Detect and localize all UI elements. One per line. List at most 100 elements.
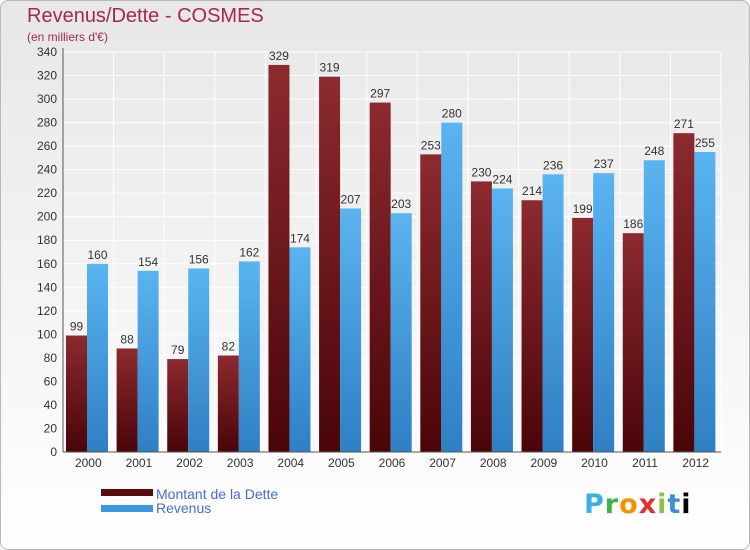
y-tick-label: 200	[37, 210, 57, 224]
bar-revenus	[643, 160, 665, 452]
y-tick-label: 40	[44, 398, 58, 412]
value-label: 162	[239, 245, 259, 259]
value-label: 271	[674, 117, 694, 131]
bar-dette	[572, 217, 594, 452]
logo-letter: i	[657, 489, 668, 520]
value-label: 329	[269, 49, 289, 63]
y-tick-label: 320	[37, 69, 57, 83]
value-label: 174	[290, 231, 310, 245]
x-tick-label: 2011	[632, 456, 658, 470]
value-label: 88	[120, 332, 134, 346]
legend-label-dette: Montant de la Dette	[156, 486, 279, 502]
bar-revenus	[238, 261, 260, 452]
value-label: 297	[370, 87, 390, 101]
legend-swatch-dette	[101, 489, 153, 496]
value-label: 237	[594, 157, 614, 171]
value-label: 248	[644, 144, 664, 158]
value-label: 203	[391, 197, 411, 211]
x-tick-label: 2004	[277, 456, 304, 470]
value-label: 160	[87, 248, 107, 262]
x-tick-label: 2007	[429, 456, 456, 470]
value-label: 156	[189, 252, 209, 266]
bar-revenus	[593, 173, 615, 453]
x-tick-label: 2003	[227, 456, 254, 470]
value-label: 214	[522, 184, 542, 198]
value-label: 99	[70, 320, 84, 334]
y-tick-label: 300	[37, 92, 57, 106]
x-tick-label: 2010	[581, 456, 608, 470]
value-label: 224	[492, 172, 512, 186]
bar-dette	[622, 233, 644, 452]
y-tick-label: 280	[37, 116, 57, 130]
value-label: 230	[471, 165, 491, 179]
value-label: 255	[695, 136, 715, 150]
bar-dette	[167, 359, 189, 452]
value-label: 82	[222, 340, 236, 354]
bar-revenus	[188, 268, 210, 452]
x-tick-label: 2006	[379, 456, 406, 470]
value-label: 199	[573, 202, 593, 216]
bars	[66, 64, 716, 453]
bar-dette	[521, 200, 543, 452]
logo-letter: i	[681, 489, 692, 520]
bar-revenus	[694, 152, 716, 452]
value-label: 319	[320, 61, 340, 75]
bar-revenus	[289, 247, 311, 452]
bar-revenus	[390, 213, 412, 452]
bar-dette	[470, 181, 492, 453]
bar-dette	[116, 348, 138, 452]
y-tick-label: 220	[37, 186, 57, 200]
x-tick-label: 2008	[480, 456, 507, 470]
bar-dette	[319, 76, 341, 453]
value-label: 207	[341, 192, 361, 206]
bar-revenus	[441, 122, 463, 453]
y-tick-label: 100	[37, 327, 57, 341]
y-tick-label: 260	[37, 139, 57, 153]
x-tick-label: 2005	[328, 456, 355, 470]
bar-dette	[268, 64, 290, 453]
y-tick-label: 340	[37, 45, 57, 59]
x-tick-label: 2012	[682, 456, 709, 470]
legend-label-revenus: Revenus	[156, 500, 212, 516]
bar-revenus	[340, 208, 362, 452]
logo-letter: x	[638, 489, 658, 520]
bar-dette	[673, 133, 695, 453]
chart-subtitle: (en milliers d'€)	[27, 30, 108, 44]
value-label: 154	[138, 255, 158, 269]
logo-letter: o	[619, 489, 639, 520]
x-tick-label: 2000	[75, 456, 102, 470]
y-tick-label: 180	[37, 233, 57, 247]
bar-revenus	[137, 270, 159, 452]
y-tick-label: 240	[37, 163, 57, 177]
y-tick-label: 0	[50, 445, 57, 459]
value-label: 79	[171, 343, 185, 357]
x-tick-label: 2009	[530, 456, 557, 470]
chart-title: Revenus/Dette - COSMES	[27, 5, 264, 27]
x-tick-label: 2002	[176, 456, 203, 470]
value-label: 280	[442, 107, 462, 121]
bar-revenus	[491, 188, 513, 452]
axes: 0 20 40 60 80 100 120 140 160 180 200 220 240 260 280 3…	[37, 45, 721, 470]
logo-letter: P	[584, 489, 605, 520]
value-label: 186	[623, 217, 643, 231]
bar-dette	[369, 102, 391, 453]
legend-swatch-revenus	[101, 505, 153, 512]
value-label: 253	[421, 138, 441, 152]
x-tick-label: 2001	[126, 456, 153, 470]
value-labels: 99 160 88 154 79 156 82 162 329 174 319 207 297 203 25…	[70, 49, 715, 357]
logo-letter: r	[604, 489, 620, 520]
bar-revenus	[542, 174, 564, 452]
y-tick-label: 80	[44, 351, 58, 365]
bar-revenus	[87, 263, 108, 452]
proxiti-logo: Proxiti	[584, 489, 692, 520]
y-tick-label: 60	[44, 374, 58, 388]
y-tick-label: 120	[37, 304, 57, 318]
y-tick-label: 140	[37, 280, 57, 294]
bar-dette	[66, 335, 87, 452]
bar-dette	[217, 355, 239, 452]
bar-dette	[420, 154, 442, 452]
logo-letter: t	[667, 489, 682, 520]
y-tick-label: 20	[44, 421, 58, 435]
